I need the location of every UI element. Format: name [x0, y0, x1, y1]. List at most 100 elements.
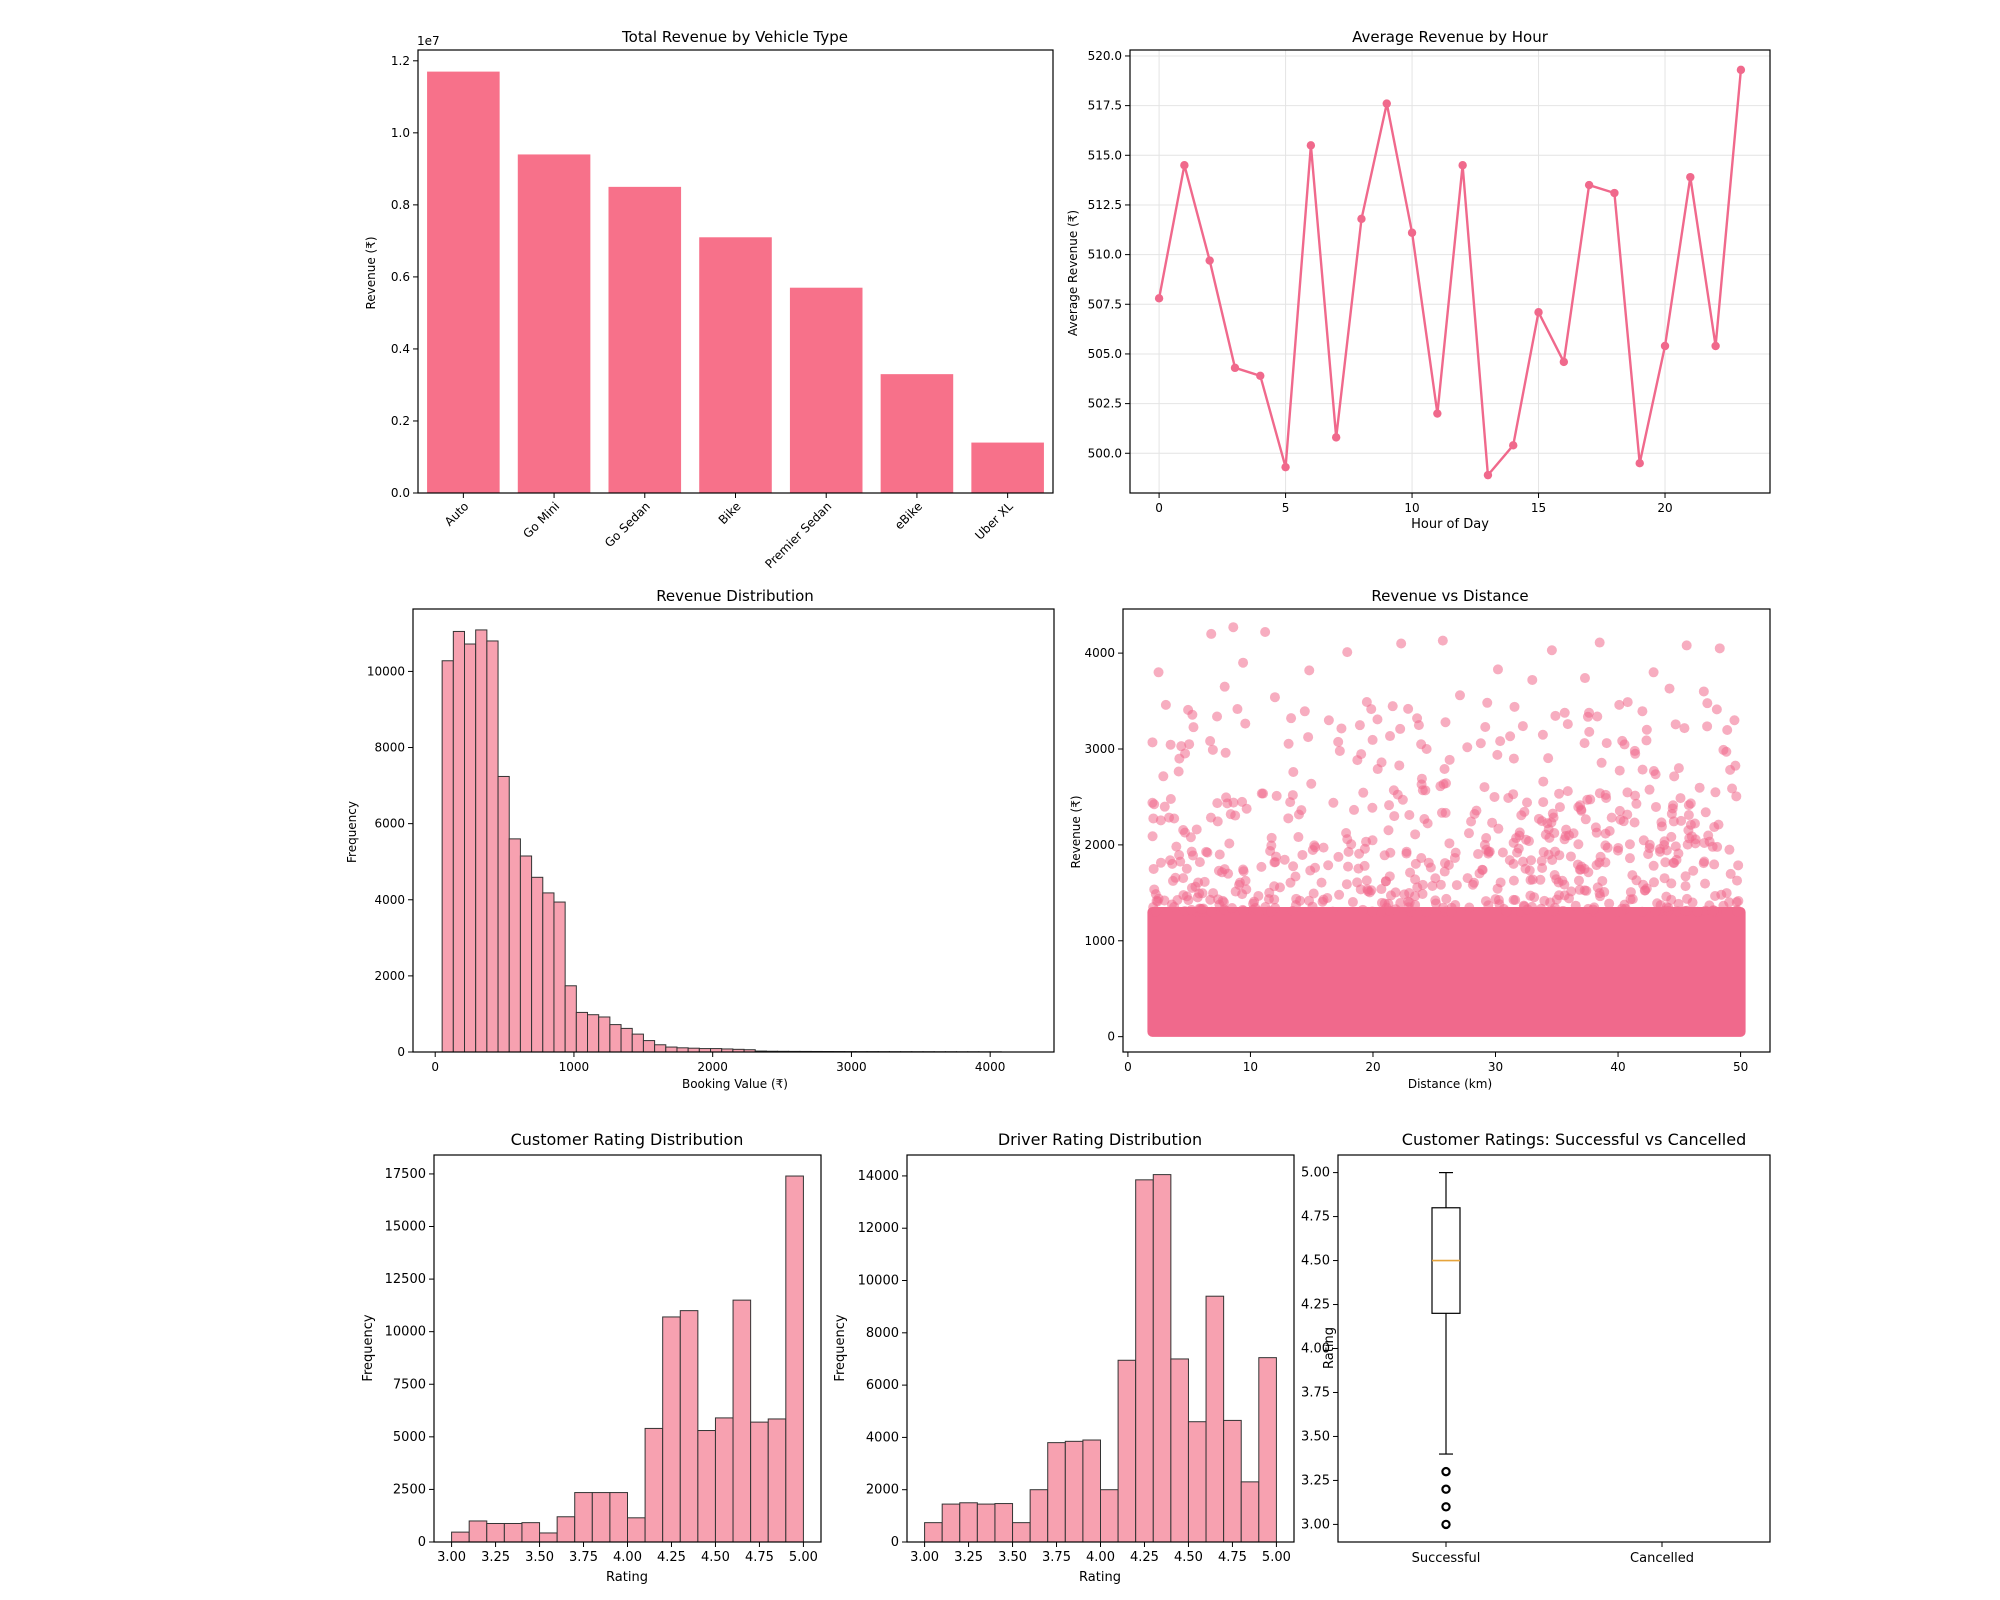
- outlier-point: [1441, 1519, 1451, 1530]
- histogram-bar: [497, 775, 510, 1053]
- data-point: [1361, 875, 1372, 886]
- data-point: [1630, 748, 1641, 759]
- x-tick-label: 0: [431, 1060, 439, 1074]
- data-point: [1389, 811, 1400, 822]
- data-point: [1205, 736, 1216, 747]
- y-tick-label: 6000: [866, 1378, 899, 1393]
- data-point: [1232, 704, 1243, 715]
- data-point: [1395, 723, 1406, 734]
- histogram-bar: [1012, 1522, 1031, 1543]
- data-point: [1666, 878, 1677, 889]
- bar: [789, 287, 863, 493]
- data-point: [1686, 831, 1697, 842]
- data-point: [1387, 701, 1398, 712]
- data-point: [1536, 855, 1547, 866]
- data-point: [1606, 812, 1617, 823]
- data-point: [1440, 717, 1451, 728]
- data-point: [1554, 850, 1565, 861]
- histogram-bars: [451, 1175, 804, 1543]
- data-point: [1538, 797, 1549, 808]
- data-point: [1702, 698, 1713, 709]
- data-point: [1165, 794, 1176, 805]
- data-point: [1518, 856, 1529, 867]
- data-point: [1557, 905, 1568, 916]
- data-point: [1396, 638, 1407, 649]
- bar: [880, 374, 954, 493]
- data-point: [1672, 906, 1683, 917]
- data-point: [1504, 855, 1515, 866]
- data-point: [1714, 643, 1725, 654]
- data-point: [1709, 859, 1720, 870]
- y-tick-label: 4000: [1084, 646, 1115, 660]
- data-point: [1148, 813, 1159, 824]
- axis-ticks: 0 5 10 15 20 500.0 502.5 505.0 507.5 510.0 512.5 51…: [1088, 49, 1673, 515]
- data-point: [1194, 857, 1205, 868]
- data-point: [1205, 894, 1216, 905]
- y-tick-label: 2000: [866, 1483, 899, 1498]
- data-point: [1483, 470, 1493, 480]
- histogram-bar: [521, 1522, 541, 1543]
- data-point: [1438, 902, 1449, 913]
- data-point: [1562, 719, 1573, 730]
- data-point: [1733, 860, 1744, 871]
- histogram-bar: [679, 1310, 699, 1543]
- data-point: [1441, 893, 1452, 904]
- data-point: [1187, 850, 1198, 861]
- data-point: [1230, 363, 1240, 373]
- data-point: [1573, 875, 1584, 886]
- data-point: [1683, 810, 1694, 821]
- y-tick-label: 4000: [374, 893, 405, 907]
- histogram-bar: [676, 1047, 689, 1053]
- y-tick-label: 502.5: [1088, 397, 1122, 411]
- offset-text: 1e7: [417, 34, 440, 48]
- data-point: [1410, 829, 1421, 840]
- data-point: [1165, 855, 1176, 866]
- data-point: [1594, 888, 1605, 899]
- data-point: [1256, 371, 1265, 380]
- data-point: [1405, 867, 1416, 878]
- data-point: [1191, 824, 1202, 835]
- data-point: [1341, 879, 1352, 890]
- histogram-bar: [519, 855, 533, 1053]
- data-point: [1347, 897, 1358, 908]
- data-point: [1673, 848, 1684, 859]
- data-point: [1508, 753, 1519, 764]
- data-point: [1681, 640, 1692, 651]
- data-point: [1614, 805, 1625, 816]
- data-point: [1694, 782, 1705, 793]
- data-point: [1527, 674, 1538, 685]
- histogram-bar: [1223, 1419, 1242, 1543]
- data-point: [1513, 843, 1524, 854]
- data-point: [1495, 736, 1506, 747]
- data-point: [1333, 736, 1344, 747]
- data-point: [1151, 906, 1162, 917]
- data-point: [1376, 757, 1387, 768]
- data-point: [1631, 798, 1642, 809]
- x-tick-label: Auto: [442, 499, 472, 529]
- dense-point-band: [1147, 907, 1746, 1037]
- bar: [971, 442, 1044, 493]
- chart-avg-revenue-by-hour: Average Revenue by Hour Hour of Day Aver…: [1066, 28, 1771, 532]
- histogram-bar: [1187, 1421, 1207, 1543]
- data-point: [1617, 735, 1628, 746]
- histogram-bar: [1100, 1489, 1119, 1543]
- chart-title: Customer Ratings: Successful vs Cancelle…: [1402, 1130, 1746, 1149]
- data-point: [1410, 874, 1421, 885]
- x-tick-label: 4.00: [1086, 1550, 1115, 1565]
- data-point: [1220, 747, 1231, 758]
- data-point: [1372, 714, 1383, 725]
- plot-frame: [433, 1154, 822, 1543]
- data-point: [1303, 732, 1314, 743]
- x-tick-label: 3.25: [954, 1550, 983, 1565]
- histogram-bar: [539, 1532, 558, 1543]
- histogram-bar: [1047, 1442, 1066, 1543]
- data-point: [1336, 723, 1347, 734]
- data-point: [1725, 764, 1736, 775]
- data-point: [1363, 886, 1374, 897]
- data-point: [1412, 713, 1423, 724]
- histogram-bar: [542, 892, 555, 1053]
- x-tick-label: 40: [1610, 1060, 1625, 1074]
- data-point: [1712, 841, 1723, 852]
- histogram-bar: [531, 876, 544, 1053]
- y-axis-label: Revenue (₹): [1069, 795, 1083, 868]
